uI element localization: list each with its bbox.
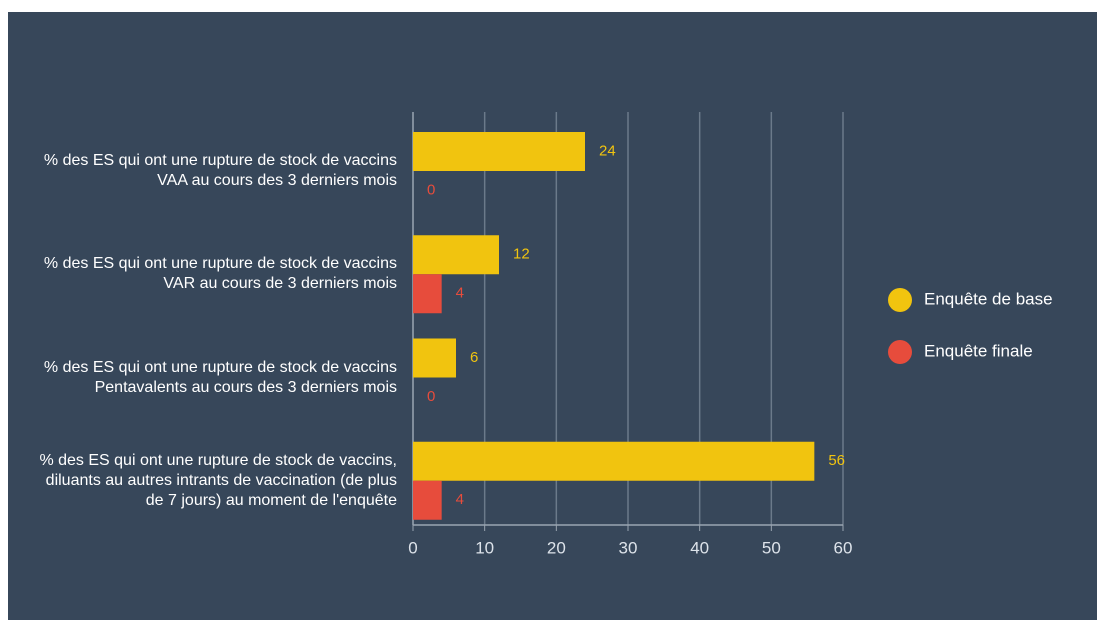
bar [413, 441, 815, 481]
bar [413, 480, 442, 520]
legend-swatch [888, 340, 912, 364]
x-tick-label: 0 [408, 538, 417, 557]
legend-label: Enquête de base [924, 289, 1053, 308]
legend-label: Enquête finale [924, 341, 1033, 360]
y-tick-label: % des ES qui ont une rupture de stock de… [43, 358, 397, 396]
value-label: 24 [599, 142, 616, 159]
y-tick-label: % des ES qui ont une rupture de stock de… [43, 255, 397, 293]
x-tick-label: 20 [547, 538, 566, 557]
bar [413, 274, 442, 314]
legend-swatch [888, 288, 912, 312]
y-tick-label: % des ES qui ont une rupture de stock de… [43, 152, 397, 189]
bar [413, 338, 456, 378]
value-label: 4 [456, 491, 464, 508]
bar [413, 235, 499, 275]
value-label: 12 [513, 246, 530, 263]
x-tick-label: 50 [762, 538, 781, 557]
bar [413, 132, 585, 171]
x-tick-label: 60 [834, 538, 853, 557]
x-tick-label: 30 [619, 538, 638, 557]
y-tick-label: % des ES qui ont une rupture de stock de… [39, 451, 397, 509]
value-label: 0 [427, 181, 435, 198]
x-tick-label: 10 [475, 538, 494, 557]
value-label: 0 [427, 388, 435, 405]
value-label: 4 [456, 285, 464, 302]
x-tick-label: 40 [690, 538, 709, 557]
value-label: 56 [828, 452, 845, 469]
chart-panel [8, 12, 1097, 620]
value-label: 6 [470, 349, 478, 366]
